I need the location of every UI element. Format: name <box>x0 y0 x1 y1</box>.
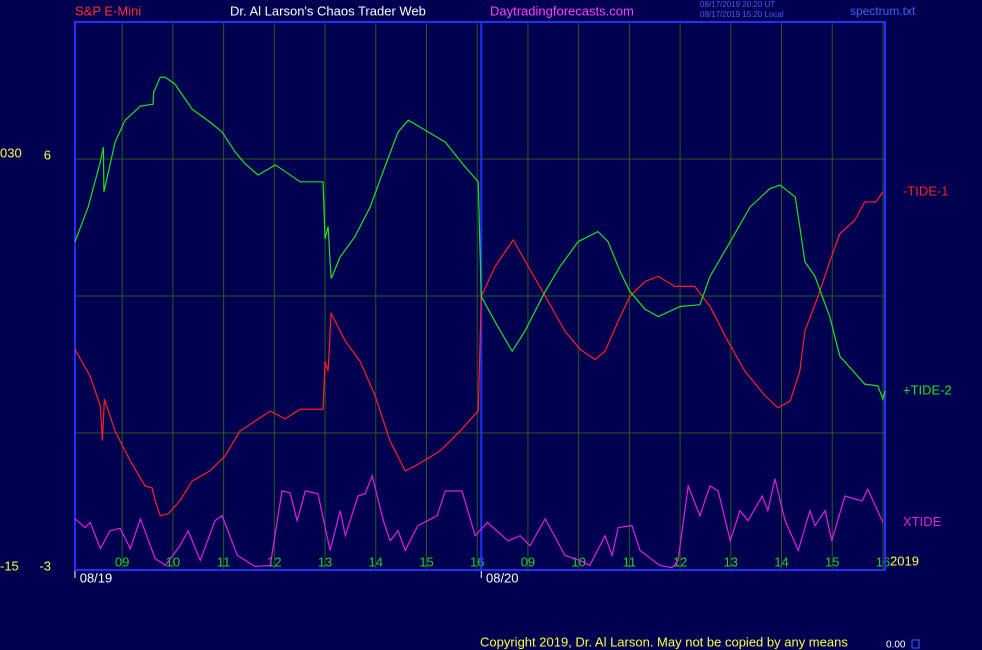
x-tick-label: 11 <box>623 554 637 569</box>
legend-label: -TIDE-1 <box>903 183 949 198</box>
series-line <box>74 191 884 517</box>
series-line <box>74 473 884 569</box>
series-line <box>74 76 886 402</box>
counter: 0.00 <box>886 640 906 650</box>
counter-icon <box>911 639 920 649</box>
y-tick-label: 6 <box>44 147 51 162</box>
legend-label: XTIDE <box>903 514 942 529</box>
copyright: Copyright 2019, Dr. Al Larson. May not b… <box>480 634 848 649</box>
x-tick-label: 11 <box>217 554 231 569</box>
x-tick-label: 13 <box>318 554 332 569</box>
date-label: 08/19 <box>80 570 113 585</box>
x-tick-label: 14 <box>369 554 383 569</box>
x-tick-label: 12 <box>673 554 687 569</box>
y2-tick-label: 030 <box>0 145 22 160</box>
x-tick-label: 16 <box>470 554 484 569</box>
x-tick-label: 16 <box>876 554 890 569</box>
x-tick-label: 09 <box>115 554 129 569</box>
timestamp-ut: 08/17/2019 20:20 UT <box>700 0 775 9</box>
plot-frame <box>74 21 886 571</box>
x-tick-label: 14 <box>774 554 788 569</box>
timestamp-local: 08/17/2019 15:20 Local <box>700 10 784 19</box>
x-tick-label: 12 <box>267 554 281 569</box>
x-tick-label: 15 <box>419 554 433 569</box>
date-label: 08/20 <box>486 570 519 585</box>
x-tick-label: 13 <box>724 554 738 569</box>
x-tick-label: 09 <box>521 554 535 569</box>
x-tick-label: 15 <box>825 554 839 569</box>
file-name: spectrum.txt <box>850 4 916 18</box>
site-title: Dr. Al Larson's Chaos Trader Web <box>230 3 426 18</box>
site-url: Daytradingforecasts.com <box>490 3 634 18</box>
legend-label: +TIDE-2 <box>903 382 952 397</box>
instrument: S&P E-Mini <box>75 3 141 18</box>
y-tick-label: -3 <box>39 558 51 573</box>
year-label: 2019 <box>890 553 919 568</box>
y2-tick-label: -15 <box>0 558 19 573</box>
x-tick-label: 10 <box>166 554 180 569</box>
